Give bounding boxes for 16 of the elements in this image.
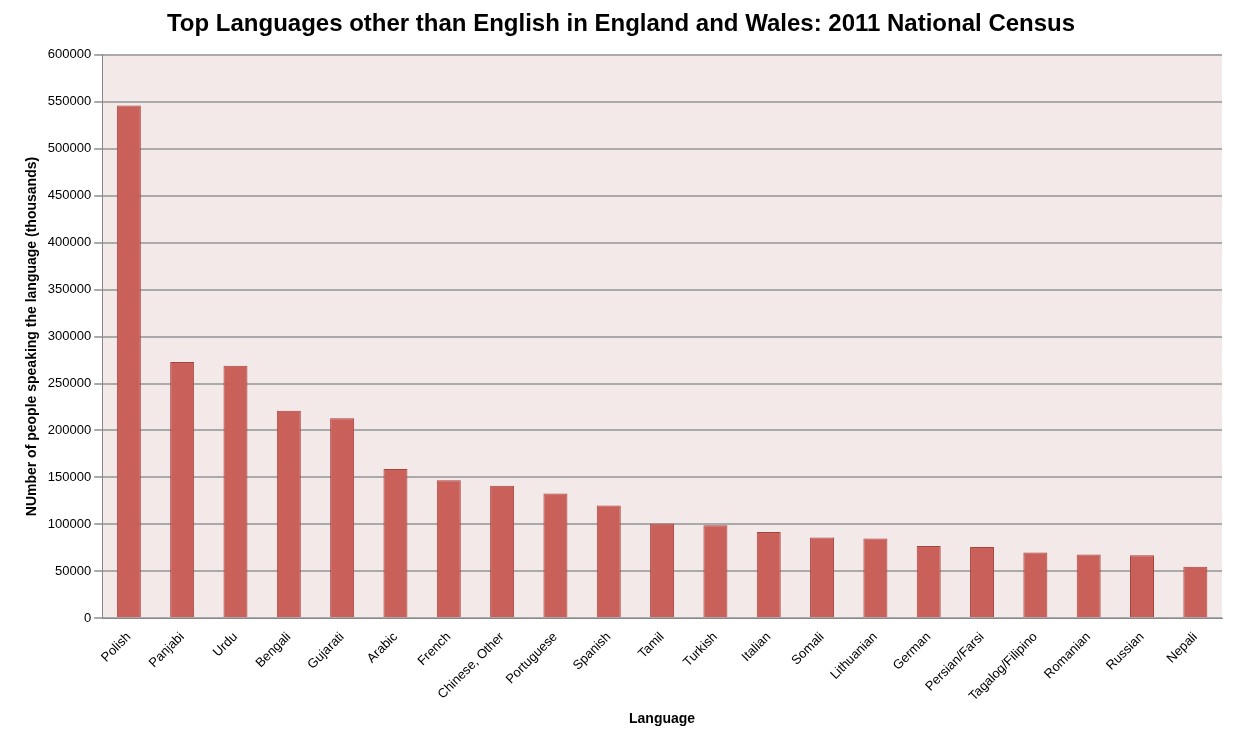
y-tick-label: 500000 xyxy=(47,140,92,156)
y-tick-label: 300000 xyxy=(47,328,92,344)
chart-title: Top Languages other than English in England and Wales: 2011 National Census xyxy=(166,9,1076,37)
y-tick-label: 450000 xyxy=(47,187,92,203)
y-tick-label: 350000 xyxy=(47,281,92,297)
y-tick-label: 100000 xyxy=(47,515,92,531)
y-tick-label: 50000 xyxy=(55,562,92,578)
y-tick-label: 250000 xyxy=(47,375,92,391)
y-axis-title: NUmber of people speaking the language (thousands) xyxy=(23,156,40,517)
x-axis-title: Language xyxy=(629,710,696,727)
y-tick-label: 0 xyxy=(83,609,92,625)
y-tick-label: 200000 xyxy=(47,422,92,438)
y-tick-label: 400000 xyxy=(47,234,92,250)
y-tick-label: 150000 xyxy=(47,469,92,484)
y-tick-label: 600000 xyxy=(47,46,92,62)
y-tick-label: 550000 xyxy=(47,93,92,109)
